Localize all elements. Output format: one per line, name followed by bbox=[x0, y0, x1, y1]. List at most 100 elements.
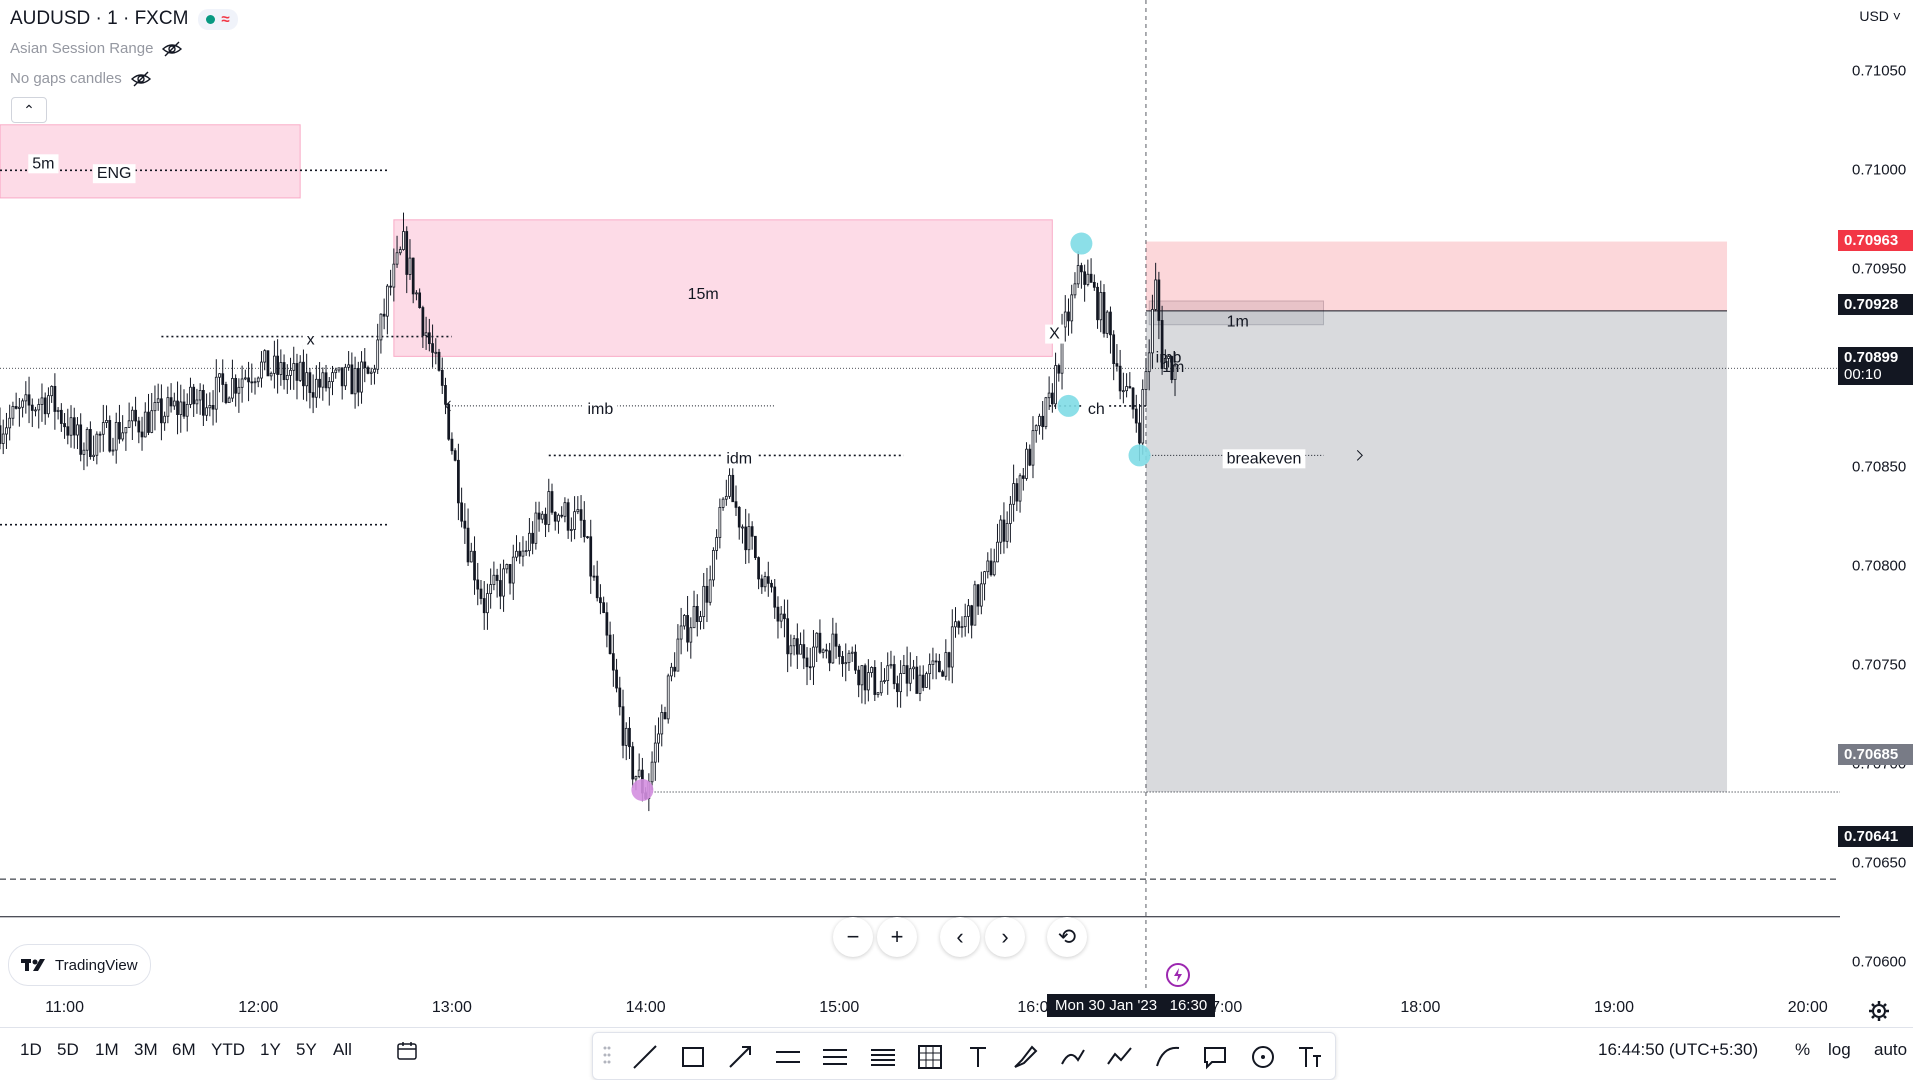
candle-down bbox=[744, 526, 748, 551]
date-range-1y[interactable]: 1Y bbox=[260, 1040, 281, 1059]
candle-down bbox=[970, 605, 974, 626]
annotation-background bbox=[1045, 324, 1065, 344]
candle-up bbox=[292, 363, 296, 371]
date-range-picker-icon[interactable] bbox=[396, 1040, 418, 1062]
rectangle-tool[interactable] bbox=[676, 1040, 710, 1074]
regression-tool[interactable] bbox=[866, 1040, 900, 1074]
date-range-all[interactable]: All bbox=[333, 1040, 352, 1059]
percent-scale-toggle[interactable]: % bbox=[1795, 1040, 1811, 1059]
candle-down bbox=[482, 598, 486, 614]
brush-tool[interactable] bbox=[1008, 1040, 1042, 1074]
last-price-value: 0.70899 bbox=[1844, 349, 1899, 366]
scroll-left-button[interactable]: ‹ bbox=[940, 917, 980, 957]
candle-up bbox=[111, 449, 115, 452]
arrow-tool[interactable] bbox=[723, 1040, 757, 1074]
eye-off-icon[interactable] bbox=[161, 41, 183, 57]
drag-handle-icon[interactable] bbox=[602, 1045, 612, 1065]
candle-down bbox=[854, 651, 857, 671]
candle-down bbox=[43, 397, 47, 415]
candle-up bbox=[528, 532, 531, 552]
circle-tool[interactable] bbox=[1246, 1040, 1280, 1074]
reset-chart-button[interactable]: ⟲ bbox=[1047, 917, 1087, 957]
candle-up bbox=[983, 571, 986, 585]
candle-down bbox=[589, 536, 593, 577]
zoom-out-button[interactable]: − bbox=[833, 917, 873, 957]
candle-down bbox=[431, 343, 434, 353]
candle-down bbox=[608, 634, 612, 655]
candle-up bbox=[676, 638, 680, 672]
text-size-tool[interactable] bbox=[1293, 1040, 1327, 1074]
curve-tool[interactable] bbox=[1151, 1040, 1185, 1074]
candle-up bbox=[150, 410, 154, 433]
date-range-3m[interactable]: 3M bbox=[134, 1040, 158, 1059]
candle-down bbox=[989, 560, 993, 576]
tradingview-logo[interactable]: TradingView bbox=[8, 944, 151, 986]
gann-box-tool[interactable] bbox=[913, 1040, 947, 1074]
market-open-icon bbox=[206, 14, 216, 24]
candle-down bbox=[1170, 356, 1174, 380]
price-tick-label: 0.70750 bbox=[1852, 656, 1906, 673]
date-range-5d[interactable]: 5D bbox=[57, 1040, 79, 1059]
annotation-background bbox=[1222, 449, 1306, 469]
candle-up bbox=[50, 385, 54, 397]
market-status-pill[interactable]: ≈ bbox=[198, 8, 238, 30]
candle-down bbox=[311, 392, 315, 398]
candle-down bbox=[1021, 475, 1025, 479]
flash-icon[interactable] bbox=[1165, 962, 1191, 988]
candle-down bbox=[947, 652, 951, 668]
candle-up bbox=[379, 313, 383, 341]
eye-off-icon[interactable] bbox=[130, 71, 152, 87]
currency-selector[interactable]: USD ˅ bbox=[1859, 8, 1901, 24]
candle-up bbox=[489, 584, 493, 594]
candle-up bbox=[218, 373, 221, 378]
candle-down bbox=[1131, 387, 1135, 410]
candle-down bbox=[686, 615, 689, 643]
candle-down bbox=[808, 666, 812, 669]
candle-up bbox=[260, 361, 263, 379]
callout-tool[interactable] bbox=[1198, 1040, 1232, 1074]
candle-down bbox=[221, 373, 225, 385]
indicator-asian-session[interactable]: Asian Session Range bbox=[10, 40, 190, 57]
date-range-1d[interactable]: 1D bbox=[20, 1040, 42, 1059]
candle-up bbox=[334, 369, 338, 374]
parallel-channel-tool[interactable] bbox=[771, 1040, 805, 1074]
candle-up bbox=[973, 584, 977, 626]
gear-icon[interactable] bbox=[1868, 1000, 1890, 1022]
symbol-title[interactable]: AUDUSD · 1 · FXCM bbox=[10, 8, 189, 29]
trend-line-tool[interactable] bbox=[628, 1040, 662, 1074]
scroll-right-button[interactable]: › bbox=[985, 917, 1025, 957]
date-range-ytd[interactable]: YTD bbox=[211, 1040, 245, 1059]
annotation-15m: 15m bbox=[688, 286, 719, 303]
candle-down bbox=[250, 381, 254, 384]
candle-down bbox=[905, 665, 909, 684]
fib-tool[interactable] bbox=[818, 1040, 852, 1074]
text-tool[interactable] bbox=[961, 1040, 995, 1074]
candle-down bbox=[802, 644, 806, 659]
candle-down bbox=[363, 361, 367, 369]
candle-down bbox=[63, 423, 66, 428]
price-tick-label: 0.71000 bbox=[1852, 161, 1906, 178]
collapse-legend-button[interactable]: ⌃ bbox=[11, 97, 47, 123]
candle-up bbox=[237, 386, 241, 394]
log-scale-toggle[interactable]: log bbox=[1828, 1040, 1851, 1059]
zoom-in-button[interactable]: + bbox=[877, 917, 917, 957]
date-range-6m[interactable]: 6M bbox=[172, 1040, 196, 1059]
clock-timezone[interactable]: 16:44:50 (UTC+5:30) bbox=[1598, 1040, 1759, 1059]
date-range-1m[interactable]: 1M bbox=[95, 1040, 119, 1059]
candle-up bbox=[56, 409, 60, 412]
candle-down bbox=[976, 584, 980, 607]
candle-down bbox=[453, 450, 457, 461]
pen-tool[interactable] bbox=[1056, 1040, 1090, 1074]
candle-down bbox=[818, 632, 822, 653]
candle-up bbox=[85, 429, 89, 451]
indicator-no-gaps[interactable]: No gaps candles bbox=[10, 70, 158, 87]
candle-down bbox=[566, 502, 570, 531]
symbol-legend[interactable]: AUDUSD · 1 · FXCM ≈ bbox=[10, 8, 238, 30]
candle-up bbox=[1, 433, 5, 444]
candle-up bbox=[331, 372, 334, 383]
auto-scale-toggle[interactable]: auto bbox=[1874, 1040, 1908, 1059]
path-tool[interactable] bbox=[1103, 1040, 1137, 1074]
candle-down bbox=[1109, 311, 1112, 336]
date-range-5y[interactable]: 5Y bbox=[296, 1040, 317, 1059]
